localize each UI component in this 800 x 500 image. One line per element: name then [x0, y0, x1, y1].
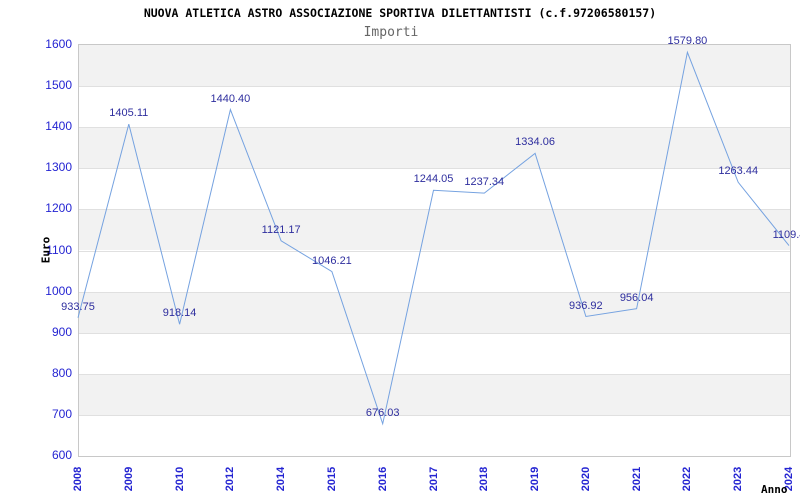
- x-axis-tick-label: 2020: [579, 466, 592, 492]
- plot-area: [78, 44, 791, 457]
- plot-band: [79, 373, 790, 415]
- x-axis-tick-label: 2014: [275, 466, 288, 492]
- plot-band: [79, 414, 790, 456]
- gridline: [79, 373, 790, 375]
- data-point-label: 676.03: [365, 406, 400, 419]
- x-axis-tick-label: 2022: [681, 466, 694, 492]
- y-axis-tick-label: 1000: [45, 283, 72, 298]
- y-axis-tick-label: 900: [51, 324, 72, 339]
- gridline: [79, 209, 790, 211]
- data-point-label: 1334.06: [515, 136, 555, 149]
- plot-band: [79, 86, 790, 128]
- y-axis-tick-label: 1500: [45, 78, 72, 93]
- gridline: [79, 332, 790, 334]
- y-axis-tick-label: 700: [51, 406, 72, 421]
- y-axis-title: Euro: [39, 236, 53, 264]
- x-axis-tick-label: 2017: [427, 466, 440, 492]
- data-point-label: 1109.4: [772, 228, 800, 241]
- data-point-label: 1237.34: [464, 176, 505, 189]
- series-line: [77, 50, 790, 426]
- data-point-label: 933.75: [61, 300, 95, 313]
- gridline: [79, 414, 790, 416]
- x-axis-title: Anno: [761, 483, 788, 496]
- data-point-label: 1121.17: [261, 223, 301, 236]
- y-axis-tick-label: 800: [51, 365, 72, 380]
- plot-band: [79, 168, 790, 210]
- plot-band: [79, 250, 790, 292]
- gridline: [79, 291, 790, 293]
- x-axis-tick-label: 2019: [529, 466, 542, 492]
- data-point-label: 936.92: [569, 299, 603, 312]
- data-point-label: 1046.21: [312, 254, 352, 267]
- chart-title: NUOVA ATLETICA ASTRO ASSOCIAZIONE SPORTI…: [143, 6, 657, 20]
- data-point-label: 1579.80: [667, 35, 708, 48]
- plot-band: [79, 291, 790, 333]
- data-point-label: 956.04: [619, 291, 654, 304]
- y-axis-tick-label: 1600: [45, 37, 72, 51]
- x-axis-tick-label: 2015: [325, 466, 338, 492]
- plot-band: [79, 332, 790, 374]
- data-point-label: 918.14: [162, 307, 197, 320]
- y-axis-tick-label: 1200: [45, 201, 72, 216]
- x-axis-tick-label: 2023: [732, 466, 745, 492]
- data-point-label: 1244.05: [413, 173, 454, 186]
- data-point-label: 1440.40: [210, 92, 251, 105]
- plot-band: [79, 209, 790, 251]
- x-axis-tick-label: 2021: [630, 466, 643, 492]
- gridline: [79, 86, 790, 88]
- gridline: [79, 250, 790, 252]
- data-point-label: 1405.11: [109, 107, 149, 120]
- chart-subtitle: Importi: [363, 25, 419, 40]
- x-axis-tick-label: 2012: [224, 466, 237, 492]
- x-axis-tick-label: 2018: [478, 466, 491, 492]
- line-series: [77, 50, 790, 426]
- x-axis-tick-label: 2008: [72, 466, 84, 492]
- plot-band: [79, 45, 790, 87]
- y-axis-tick-label: 600: [51, 448, 72, 462]
- gridline: [79, 168, 790, 170]
- x-axis-tick-label: 2010: [173, 466, 186, 492]
- x-axis-tick-label: 2016: [376, 466, 389, 492]
- y-axis-tick-label: 1300: [45, 160, 72, 175]
- x-axis-tick-label: 2009: [122, 466, 135, 492]
- y-axis-tick-label: 1100: [46, 242, 72, 257]
- gridline: [79, 127, 790, 129]
- y-axis-tick-label: 1400: [45, 119, 72, 134]
- data-point-label: 1263.44: [718, 165, 759, 178]
